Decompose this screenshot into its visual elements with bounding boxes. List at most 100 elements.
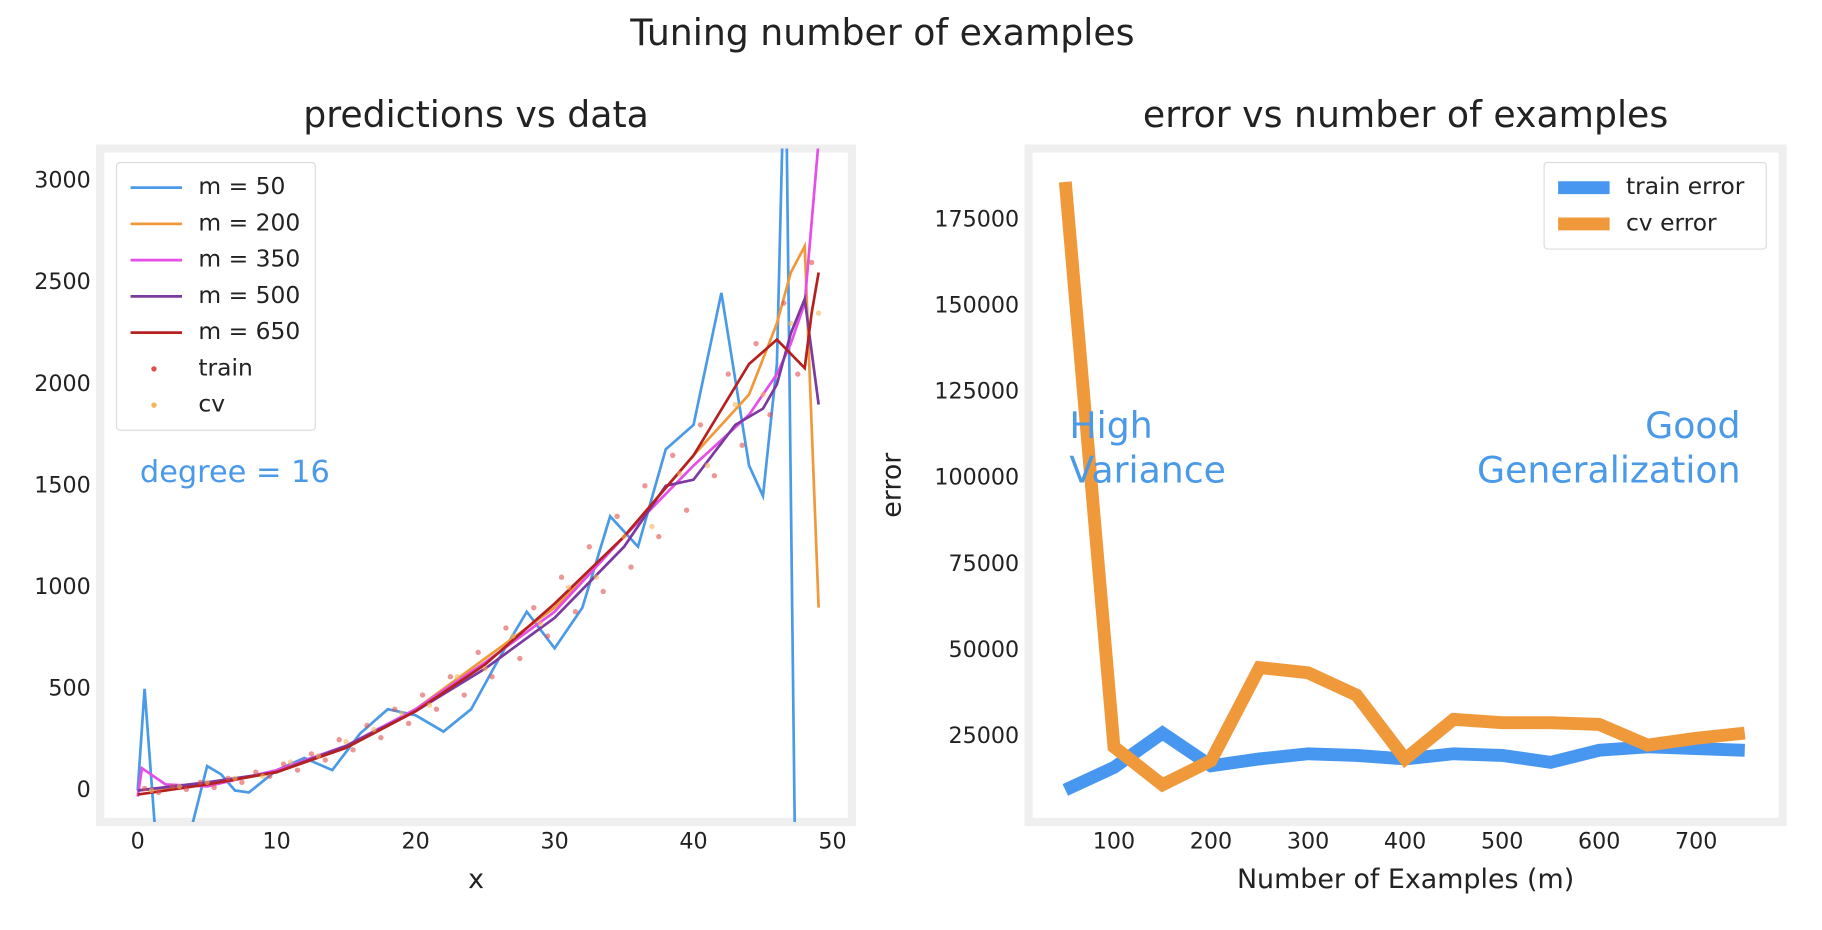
x-tick-label: 300 [1287,828,1329,854]
scatter-point [531,604,537,611]
x-tick-label: 50 [818,828,846,854]
scatter-point [475,649,481,656]
scatter-point [697,422,704,428]
y-tick-label: 500 [48,675,90,701]
x-tick-label: 20 [401,828,429,854]
scatter-point [426,702,433,708]
scatter-point [343,739,349,745]
scatter-point [642,483,648,489]
x-tick-label: 40 [679,828,707,854]
scatter-point [537,621,544,627]
y-axis-label: error [876,452,907,518]
scatter-point [253,769,259,775]
y-tick-label: 3000 [34,168,91,194]
x-tick-label: 700 [1675,828,1717,854]
y-tick-label: 75000 [949,551,1020,577]
scatter-point [753,340,759,347]
scatter-point [649,523,655,530]
y-tick-label: 150000 [934,292,1019,318]
legend-label: train [198,353,252,381]
scatter-point [280,761,287,767]
scatter-point [808,259,815,266]
scatter-point [600,588,606,595]
scatter-point [739,442,745,448]
scatter-point [670,452,676,459]
scatter-point [141,785,148,792]
scatter-point [454,674,460,680]
scatter-point [815,310,822,316]
scatter-point [725,371,731,377]
x-tick-label: 600 [1578,828,1620,854]
scatter-point [239,779,245,786]
scatter-point [405,720,412,727]
scatter-point [419,692,426,698]
scatter-point [197,779,203,786]
legend-label: m = 50 [198,172,285,200]
scatter-point [711,472,718,479]
scatter-point [371,726,377,733]
annotation: Good Generalization [1477,404,1741,491]
scatter-point [336,737,342,743]
y-tick-label: 2500 [34,269,91,295]
legend-label: cv error [1626,208,1717,236]
scatter-point [510,633,516,639]
scatter-point [315,753,322,759]
scatter-point [287,759,294,765]
scatter-point [572,609,579,615]
scatter-point [503,625,509,631]
y-tick-label: 1500 [34,472,91,498]
x-tick-label: 200 [1190,828,1232,854]
scatter-point [482,665,488,672]
annotation-line: Variance [1069,448,1226,491]
annotation-line: Good [1645,404,1740,447]
x-tick-label: 400 [1384,828,1426,854]
scatter-point [656,533,662,540]
legend-marker [151,402,157,408]
legend-label: train error [1626,172,1745,200]
scatter-point [260,773,266,779]
x-axis-label: x [468,864,484,895]
x-tick-label: 30 [540,828,568,854]
scatter-point [732,401,738,408]
scatter-point [433,706,440,712]
scatter-point [461,692,467,698]
scatter-point [593,574,599,580]
y-tick-label: 2000 [34,371,91,397]
scatter-point [399,710,405,716]
annotation-line: Generalization [1477,448,1741,491]
scatter-point [614,513,620,519]
scatter-point [517,655,523,662]
scatter-point [781,300,787,306]
scatter-point [225,775,231,781]
scatter-point [795,371,801,377]
scatter-point [558,574,565,580]
scatter-point [788,320,794,327]
scatter-point [267,773,273,779]
scatter-point [544,633,551,639]
x-tick-label: 500 [1481,828,1523,854]
scatter-point [676,470,683,477]
legend-label: m = 500 [198,281,300,309]
scatter-point [211,784,217,791]
scatter-point [232,775,238,781]
scatter-point [628,564,634,570]
y-tick-label: 125000 [934,379,1019,405]
y-tick-label: 50000 [949,637,1020,663]
scatter-point [447,674,454,680]
scatter-point [148,787,155,794]
x-axis-label: Number of Examples (m) [1237,864,1574,895]
scatter-point [204,779,210,786]
x-tick-label: 100 [1093,828,1135,854]
scatter-point [704,462,711,469]
scatter-point [176,783,183,790]
axes-frame [1024,144,1787,827]
y-tick-label: 25000 [949,723,1020,749]
scatter-point [489,674,495,680]
y-tick-label: 175000 [934,206,1019,232]
axes-title: error vs number of examples [1143,93,1668,136]
annotation: High Variance [1069,404,1226,491]
axes-title: predictions vs data [303,93,649,136]
legend-label: m = 200 [198,208,300,236]
scatter-point [586,544,593,550]
